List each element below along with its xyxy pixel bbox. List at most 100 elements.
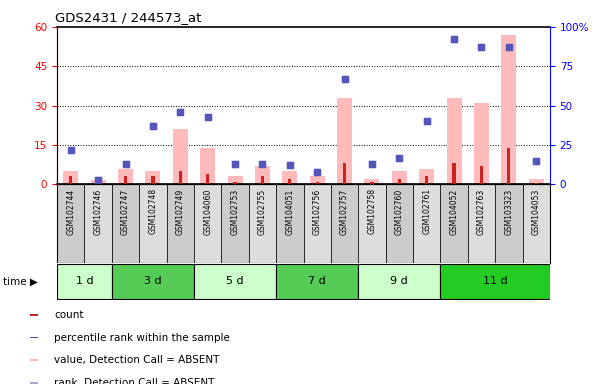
Text: GSM104053: GSM104053 [532, 188, 541, 235]
Bar [413, 184, 441, 263]
Point [258, 161, 267, 167]
Bar [112, 264, 194, 299]
Point [531, 158, 541, 164]
Bar [200, 147, 215, 184]
Text: GSM102744: GSM102744 [66, 188, 75, 235]
Point [422, 118, 432, 124]
Bar [30, 314, 38, 316]
Text: GSM104051: GSM104051 [285, 188, 294, 235]
Bar [57, 264, 112, 299]
Bar [343, 163, 346, 184]
Point [66, 147, 76, 153]
Point [394, 154, 404, 161]
Text: 5 d: 5 d [226, 276, 244, 286]
Bar [501, 35, 516, 184]
Point [531, 158, 541, 164]
Point [121, 161, 130, 167]
Bar [276, 264, 358, 299]
Bar [398, 179, 401, 184]
Point [203, 114, 213, 120]
Bar [151, 177, 154, 184]
Text: GSM102756: GSM102756 [313, 188, 322, 235]
Bar [63, 171, 78, 184]
Point [450, 36, 459, 43]
Bar [358, 264, 441, 299]
Bar [529, 179, 544, 184]
Text: 1 d: 1 d [76, 276, 93, 286]
Point [121, 161, 130, 167]
Bar [468, 184, 495, 263]
Point [285, 162, 294, 169]
Text: GSM103323: GSM103323 [504, 188, 513, 235]
Point [477, 44, 486, 50]
Point [367, 161, 377, 167]
Point [203, 114, 213, 120]
Point [258, 161, 267, 167]
Point [175, 109, 185, 115]
Bar [441, 264, 550, 299]
Text: GSM102763: GSM102763 [477, 188, 486, 235]
Bar [112, 184, 139, 263]
Text: GSM102757: GSM102757 [340, 188, 349, 235]
Bar [91, 180, 106, 184]
Bar [288, 179, 291, 184]
Point [148, 123, 157, 129]
Bar [69, 177, 73, 184]
Point [340, 76, 349, 82]
Text: 3 d: 3 d [144, 276, 162, 286]
Text: GSM102748: GSM102748 [148, 188, 157, 234]
Point [93, 177, 103, 183]
Text: 9 d: 9 d [391, 276, 408, 286]
Bar [249, 184, 276, 263]
Bar [97, 183, 100, 184]
Bar [276, 184, 304, 263]
Text: GDS2431 / 244573_at: GDS2431 / 244573_at [55, 11, 201, 24]
Bar [386, 184, 413, 263]
Bar [85, 184, 112, 263]
Bar [30, 337, 38, 338]
Text: GSM102758: GSM102758 [367, 188, 376, 234]
Bar [30, 359, 38, 361]
Point [367, 161, 377, 167]
Bar [310, 177, 325, 184]
Bar [453, 163, 456, 184]
Text: time ▶: time ▶ [3, 276, 38, 286]
Text: GSM102761: GSM102761 [423, 188, 431, 234]
Bar [145, 171, 160, 184]
Point [504, 44, 514, 50]
Bar [206, 174, 209, 184]
Bar [261, 177, 264, 184]
Bar [139, 184, 166, 263]
Text: GSM102755: GSM102755 [258, 188, 267, 235]
Point [394, 154, 404, 161]
Text: percentile rank within the sample: percentile rank within the sample [54, 333, 230, 343]
Bar [370, 182, 374, 184]
Bar [480, 166, 483, 184]
Bar [425, 177, 429, 184]
Bar [233, 182, 237, 184]
Bar [495, 184, 522, 263]
Point [477, 44, 486, 50]
Bar [282, 171, 297, 184]
Bar [304, 184, 331, 263]
Bar [534, 183, 538, 184]
Bar [474, 103, 489, 184]
Point [422, 118, 432, 124]
Text: GSM102760: GSM102760 [395, 188, 404, 235]
Point [66, 147, 76, 153]
Bar [358, 184, 386, 263]
Text: 7 d: 7 d [308, 276, 326, 286]
Bar [255, 166, 270, 184]
Text: value, Detection Call = ABSENT: value, Detection Call = ABSENT [54, 355, 219, 365]
Text: GSM104052: GSM104052 [450, 188, 459, 235]
Bar [194, 184, 221, 263]
Point [504, 44, 514, 50]
Point [93, 177, 103, 183]
Bar [221, 184, 249, 263]
Text: GSM102747: GSM102747 [121, 188, 130, 235]
Text: GSM102749: GSM102749 [176, 188, 185, 235]
Bar [194, 264, 276, 299]
Bar [447, 98, 462, 184]
Bar [30, 382, 38, 384]
Bar [228, 177, 243, 184]
